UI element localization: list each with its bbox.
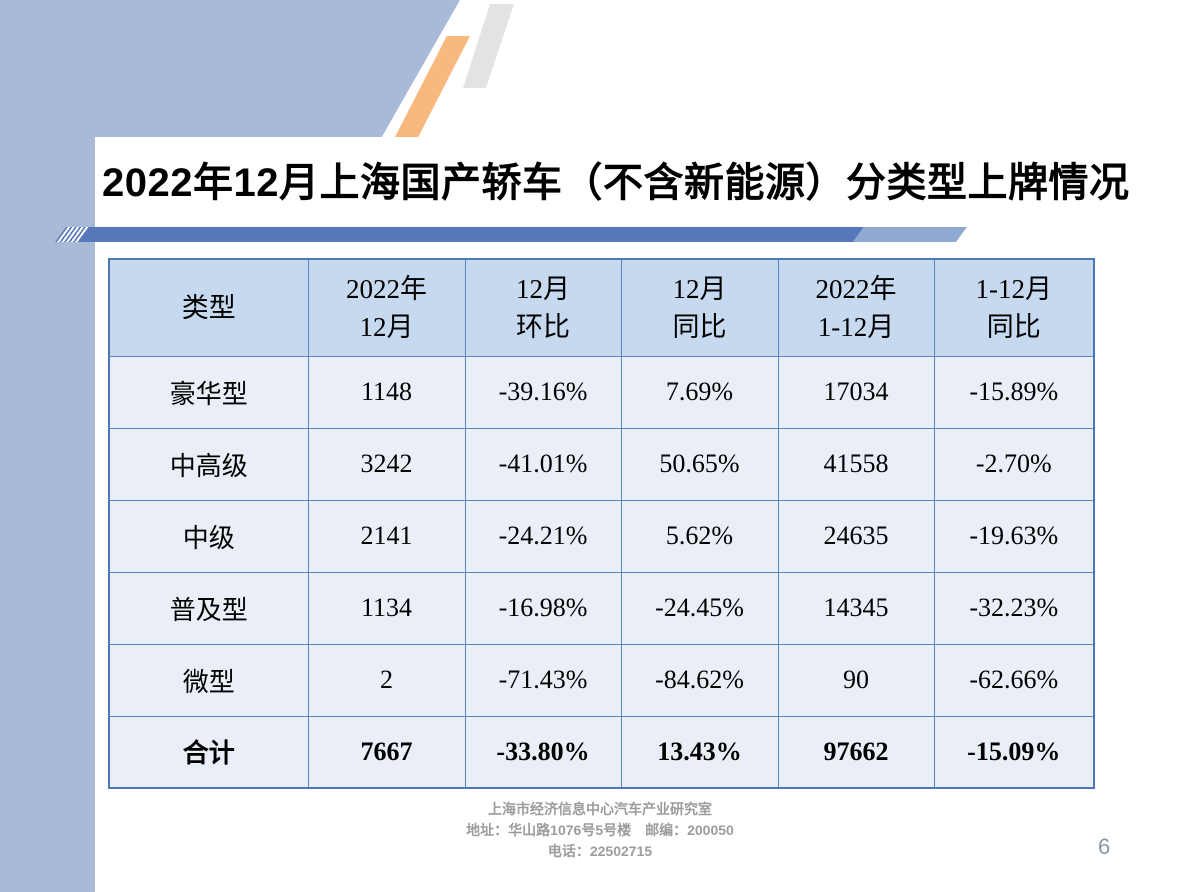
row-label: 微型: [108, 643, 309, 717]
cell-value: 1148: [307, 355, 466, 429]
column-header-ytd-yoy: 1-12月 同比: [933, 258, 1095, 357]
table-row-total: 合计 7667 -33.80% 13.43% 97662 -15.09%: [108, 715, 1095, 789]
table-row-mini: 微型 2 -71.43% -84.62% 90 -62.66%: [108, 643, 1095, 717]
table-row-mid: 中级 2141 -24.21% 5.62% 24635 -19.63%: [108, 499, 1095, 573]
cell-value: 97662: [777, 715, 935, 789]
table-header-row: 类型 2022年 12月 12月 环比 12月 同比 2022年 1-12: [108, 258, 1095, 357]
cell-value: -2.70%: [933, 427, 1095, 501]
left-sidebar-band: [0, 0, 95, 892]
page-number: 6: [1098, 834, 1111, 859]
cell-value: -15.89%: [933, 355, 1095, 429]
column-header-2022-12: 2022年 12月: [307, 258, 466, 357]
column-header-type: 类型: [108, 258, 309, 357]
row-label: 中高级: [108, 427, 309, 501]
cell-value: -33.80%: [464, 715, 622, 789]
footer-credits: 上海市经济信息中心汽车产业研究室 地址：华山路1076号5号楼 邮编：20005…: [95, 799, 1105, 862]
cell-value: -41.01%: [464, 427, 622, 501]
column-header-mom: 12月 环比: [464, 258, 622, 357]
cell-value: -19.63%: [933, 499, 1095, 573]
footer-address-line: 地址：华山路1076号5号楼 邮编：200050: [466, 822, 734, 838]
row-label: 豪华型: [108, 355, 309, 429]
cell-value: 5.62%: [620, 499, 779, 573]
cell-value: -32.23%: [933, 571, 1095, 645]
cell-value: -84.62%: [620, 643, 779, 717]
cell-value: 7667: [307, 715, 466, 789]
registration-table: 类型 2022年 12月 12月 环比 12月 同比 2022年 1-12: [108, 258, 1095, 789]
cell-value: 13.43%: [620, 715, 779, 789]
table-row-luxury: 豪华型 1148 -39.16% 7.69% 17034 -15.89%: [108, 355, 1095, 429]
cell-value: 90: [777, 643, 935, 717]
cell-value: 2: [307, 643, 466, 717]
cell-value: 50.65%: [620, 427, 779, 501]
slide-title: 2022年12月上海国产轿车（不含新能源）分类型上牌情况: [102, 161, 1130, 205]
column-header-2022-1-12: 2022年 1-12月: [777, 258, 935, 357]
row-label: 中级: [108, 499, 309, 573]
title-divider-bar: [55, 227, 967, 242]
cell-value: 7.69%: [620, 355, 779, 429]
divider-dark-segment: [79, 227, 864, 242]
cell-value: -15.09%: [933, 715, 1095, 789]
cell-value: 2141: [307, 499, 466, 573]
cell-value: 3242: [307, 427, 466, 501]
cell-value: 1134: [307, 571, 466, 645]
table-row-popular: 普及型 1134 -16.98% -24.45% 14345 -32.23%: [108, 571, 1095, 645]
cell-value: -62.66%: [933, 643, 1095, 717]
cell-value: -16.98%: [464, 571, 622, 645]
footer-phone-line: 电话：22502715: [547, 843, 653, 859]
divider-light-segment: [853, 227, 967, 242]
cell-value: 24635: [777, 499, 935, 573]
gray-diagonal-stripe: [463, 4, 514, 88]
cell-value: -24.45%: [620, 571, 779, 645]
cell-value: 14345: [777, 571, 935, 645]
cell-value: 17034: [777, 355, 935, 429]
cell-value: -24.21%: [464, 499, 622, 573]
table-row-upper-mid: 中高级 3242 -41.01% 50.65% 41558 -2.70%: [108, 427, 1095, 501]
cell-value: -71.43%: [464, 643, 622, 717]
cell-value: 41558: [777, 427, 935, 501]
cell-value: -39.16%: [464, 355, 622, 429]
top-left-blue-shape: [0, 0, 460, 137]
row-label: 普及型: [108, 571, 309, 645]
row-label: 合计: [108, 715, 309, 789]
footer-org-line: 上海市经济信息中心汽车产业研究室: [488, 801, 712, 817]
column-header-yoy: 12月 同比: [620, 258, 779, 357]
